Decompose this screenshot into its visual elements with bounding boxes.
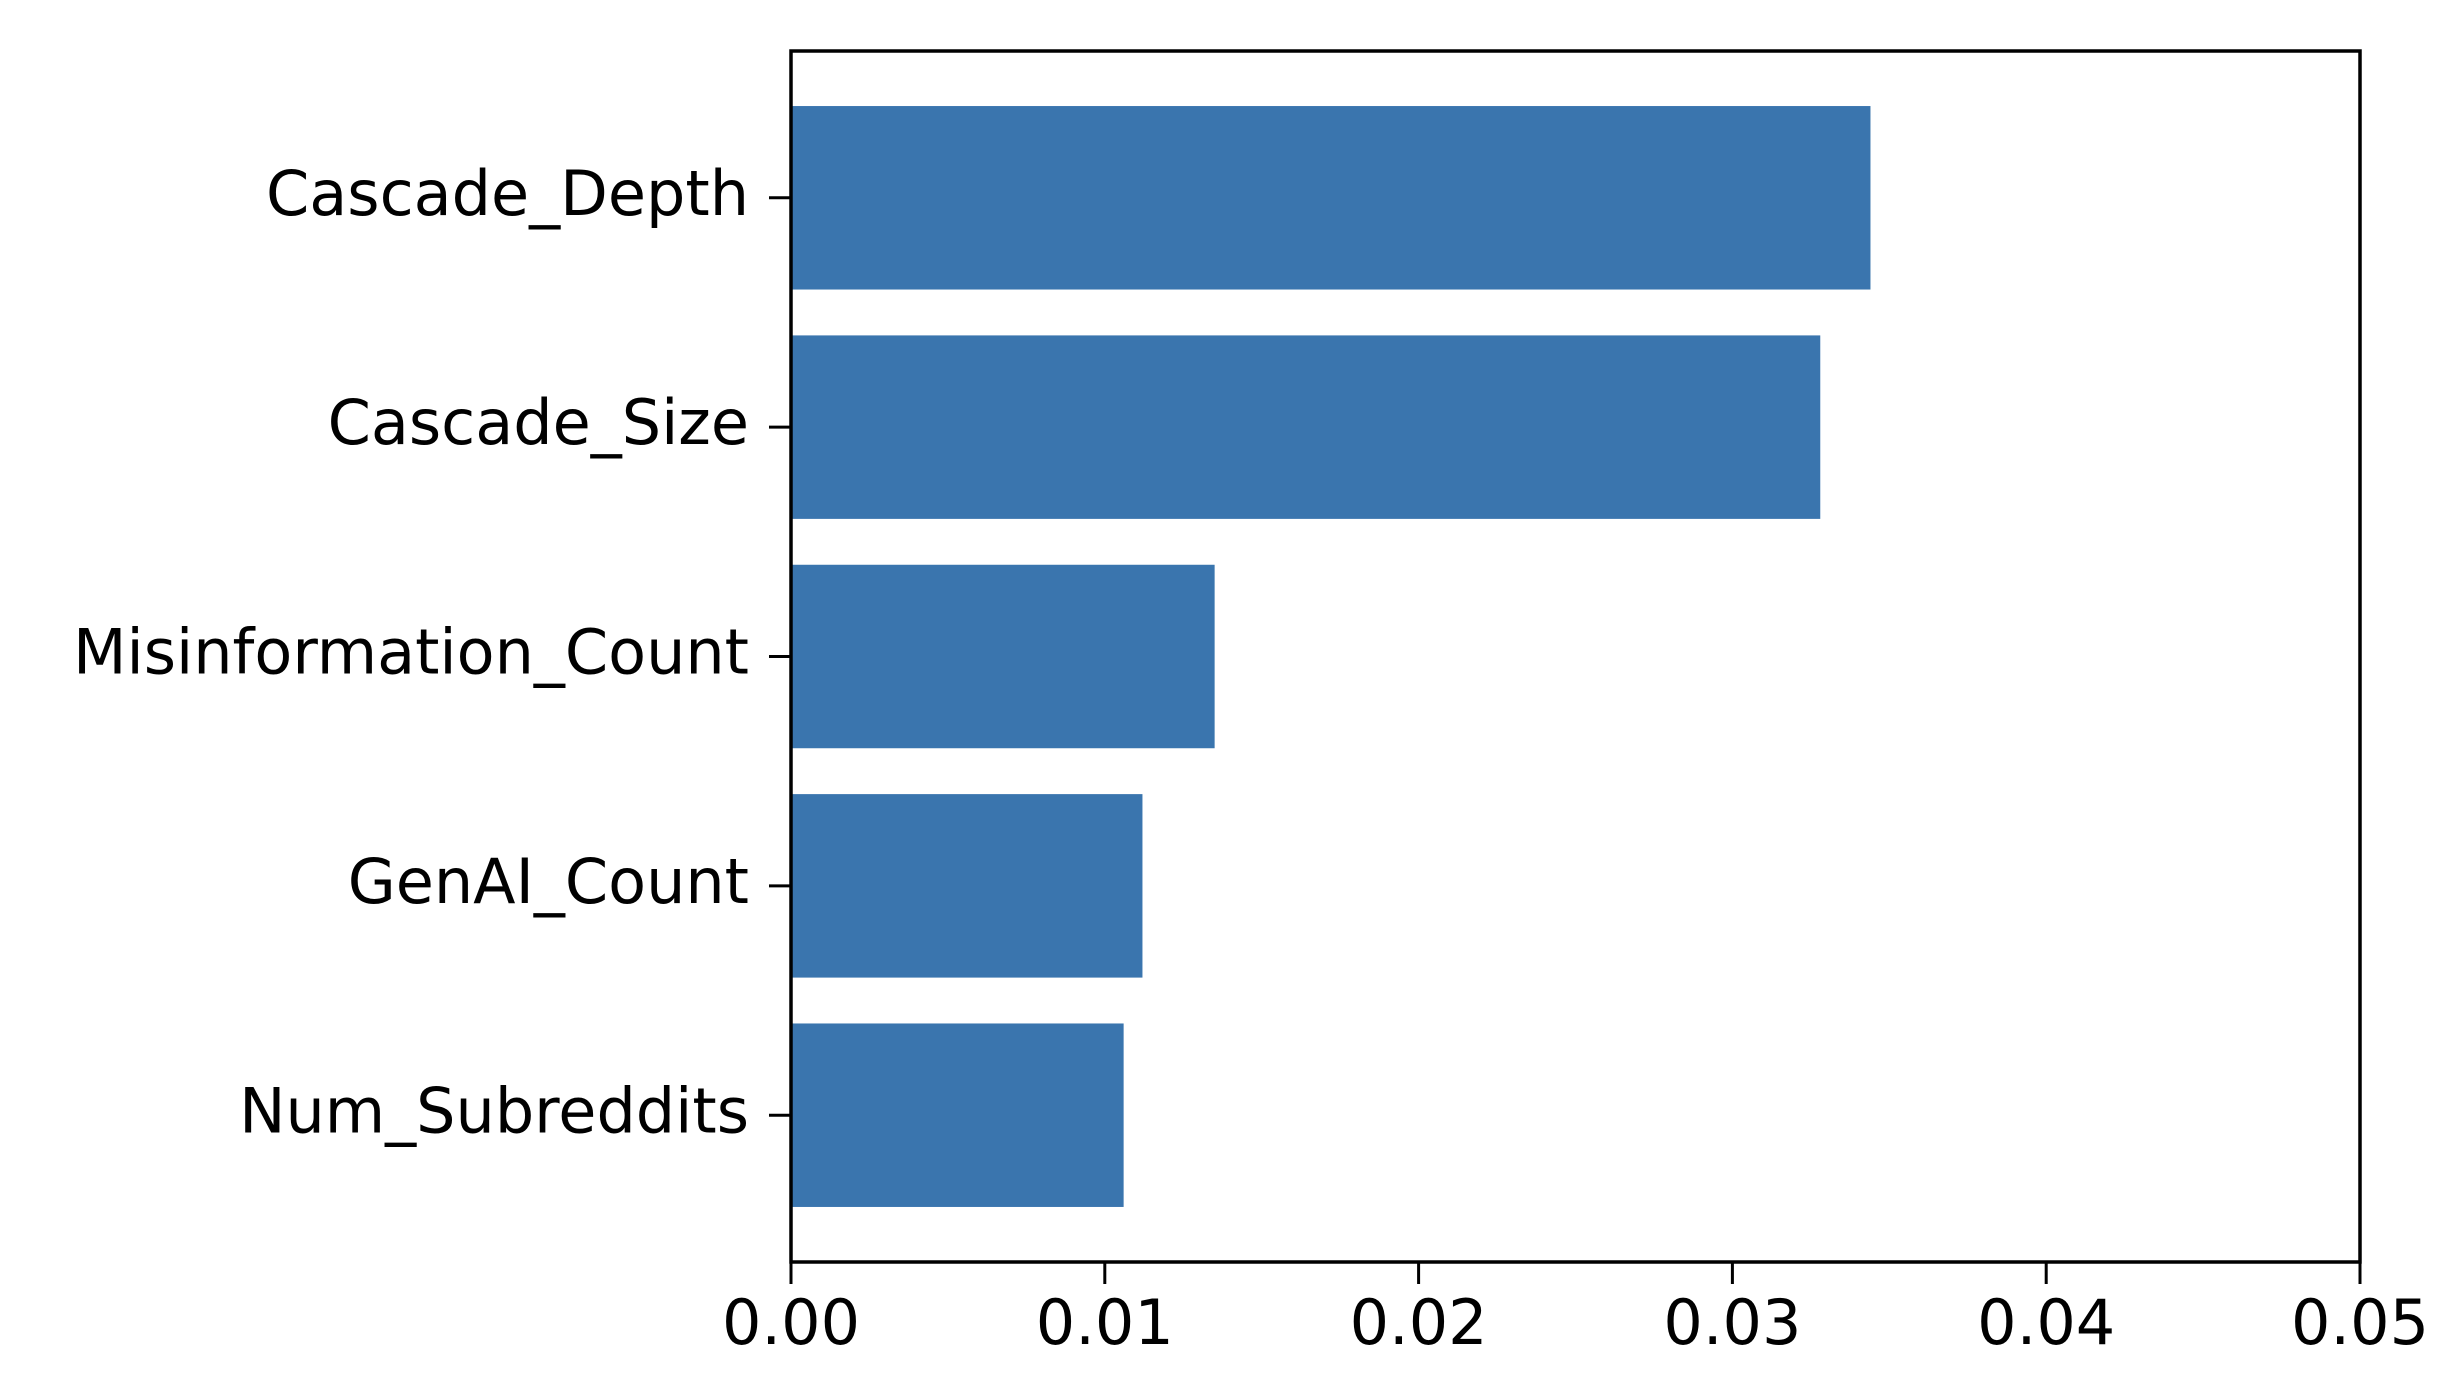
bar bbox=[791, 564, 1215, 749]
x-tick-label: 0.02 bbox=[1350, 1286, 1488, 1359]
x-tick-label: 0.01 bbox=[1036, 1286, 1174, 1359]
bar bbox=[791, 106, 1871, 290]
x-tick-label: 0.04 bbox=[1977, 1286, 2115, 1359]
x-tick-label: 0.00 bbox=[722, 1286, 860, 1359]
y-tick-label: GenAI_Count bbox=[348, 845, 749, 918]
y-tick-label: Cascade_Size bbox=[328, 386, 749, 459]
y-tick-label: Misinformation_Count bbox=[73, 616, 749, 689]
bar bbox=[791, 1023, 1124, 1207]
bar bbox=[791, 335, 1821, 519]
x-tick-label: 0.05 bbox=[2291, 1286, 2429, 1359]
y-tick-label: Num_Subreddits bbox=[239, 1074, 749, 1147]
y-tick-label: Cascade_Depth bbox=[266, 157, 749, 230]
x-tick-label: 0.03 bbox=[1663, 1286, 1801, 1359]
plot-frame bbox=[789, 49, 2362, 1264]
bar bbox=[791, 794, 1143, 978]
